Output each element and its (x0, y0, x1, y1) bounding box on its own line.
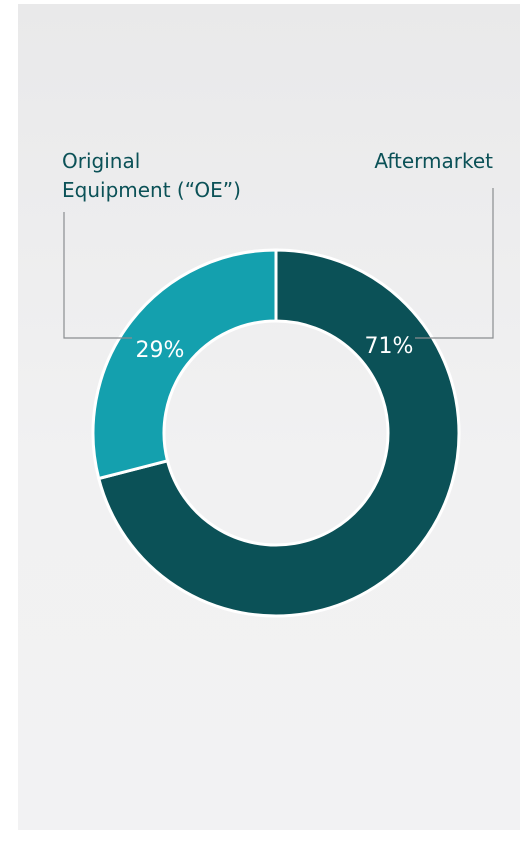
oe-leader-line (63, 212, 132, 339)
oe-label-line-2: Equipment (“OE”) (62, 178, 241, 202)
donut-slice-original-equipment-oe (91, 248, 278, 481)
oe-value-label: 29% (136, 338, 185, 363)
donut-slices (91, 248, 461, 618)
aftermarket-value-label: 71% (365, 334, 414, 359)
oe-label-line-1: Original (62, 149, 140, 173)
aftermarket-leader-line (415, 188, 494, 339)
donut-slice-aftermarket (96, 248, 461, 618)
aftermarket-label: Aftermarket (374, 149, 493, 173)
